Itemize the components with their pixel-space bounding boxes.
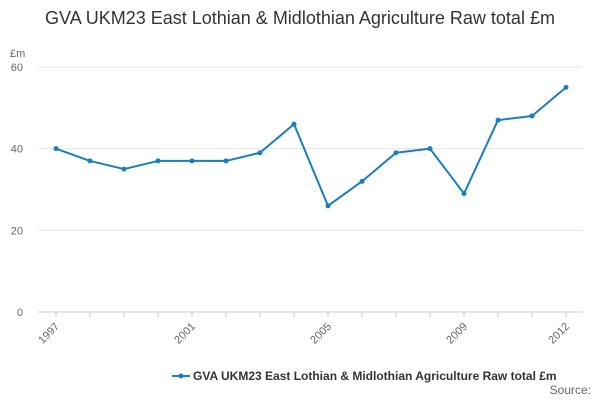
data-point[interactable] (461, 191, 467, 197)
x-tick-label: 2012 (546, 321, 572, 347)
axes: £m 0 20 40 60 1997 2001 2005 2009 2012 (10, 48, 572, 346)
legend[interactable]: GVA UKM23 East Lothian & Midlothian Agri… (172, 369, 557, 383)
data-point[interactable] (427, 146, 433, 152)
y-tick-label: 40 (11, 144, 23, 156)
data-point[interactable] (393, 150, 399, 156)
chart-title: GVA UKM23 East Lothian & Midlothian Agri… (45, 8, 555, 28)
legend-item-label[interactable]: GVA UKM23 East Lothian & Midlothian Agri… (193, 369, 557, 383)
x-tick-label: 1997 (36, 321, 62, 347)
x-tick-label: 2005 (308, 321, 334, 347)
y-tick-label: 60 (11, 62, 23, 74)
data-point[interactable] (359, 178, 365, 184)
legend-swatch-marker (178, 373, 184, 379)
data-point[interactable] (223, 158, 229, 164)
data-point[interactable] (495, 117, 501, 123)
data-point[interactable] (291, 121, 297, 127)
data-point[interactable] (325, 203, 331, 209)
source-label[interactable]: Source: (550, 383, 591, 397)
data-point[interactable] (155, 158, 161, 164)
y-tick-label: 20 (11, 225, 23, 237)
data-point[interactable] (87, 158, 93, 164)
series-layer (53, 84, 569, 209)
y-tick-label: 0 (17, 307, 23, 319)
x-tick-label: 2001 (172, 321, 198, 347)
data-point[interactable] (529, 113, 535, 119)
x-tick-label: 2009 (444, 321, 470, 347)
data-point[interactable] (189, 158, 195, 164)
gridlines (38, 66, 583, 313)
data-point[interactable] (121, 166, 127, 172)
data-point[interactable] (53, 146, 59, 152)
data-point[interactable] (563, 84, 569, 90)
y-axis-unit-label: £m (10, 48, 25, 60)
data-point[interactable] (257, 150, 263, 156)
series-line (55, 86, 567, 207)
